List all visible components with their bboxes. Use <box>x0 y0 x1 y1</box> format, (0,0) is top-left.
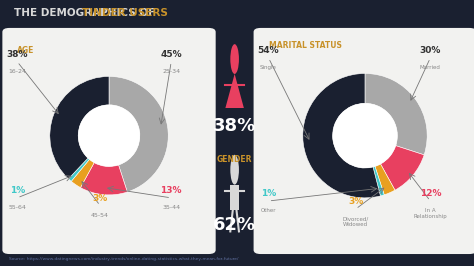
Polygon shape <box>230 185 239 210</box>
Text: 13%: 13% <box>161 186 182 195</box>
Text: Married: Married <box>420 65 441 70</box>
Text: 38%: 38% <box>213 117 256 135</box>
Text: 45%: 45% <box>160 50 182 59</box>
Text: THE DEMOGRAPHICS OF: THE DEMOGRAPHICS OF <box>14 8 159 18</box>
Text: TINDER USERS: TINDER USERS <box>82 8 168 18</box>
Wedge shape <box>381 146 424 190</box>
Text: 62%: 62% <box>213 215 256 234</box>
Wedge shape <box>68 158 90 181</box>
Text: 3%: 3% <box>348 197 363 206</box>
Text: 30%: 30% <box>419 46 441 55</box>
Text: 35-44: 35-44 <box>162 205 180 210</box>
Wedge shape <box>375 164 395 195</box>
Text: GENDER: GENDER <box>217 155 252 164</box>
Wedge shape <box>365 73 427 155</box>
Polygon shape <box>226 74 244 108</box>
Text: Single: Single <box>260 65 277 70</box>
Text: 16-24: 16-24 <box>8 69 26 74</box>
Circle shape <box>333 103 397 168</box>
Text: 38%: 38% <box>7 50 28 59</box>
Wedge shape <box>81 163 128 195</box>
Text: Divorced/
Widowed: Divorced/ Widowed <box>343 217 369 227</box>
Circle shape <box>230 44 239 74</box>
Text: 12%: 12% <box>419 189 441 198</box>
Text: 1%: 1% <box>9 186 25 195</box>
Text: 1%: 1% <box>261 189 276 198</box>
Text: 3%: 3% <box>92 194 108 203</box>
Text: Source: https://www.datingnews.com/industry-trends/online-dating-statistics-what: Source: https://www.datingnews.com/indus… <box>9 257 239 261</box>
Text: MARITAL STATUS: MARITAL STATUS <box>269 41 341 50</box>
Wedge shape <box>373 167 384 196</box>
Text: 54%: 54% <box>258 46 279 55</box>
Wedge shape <box>50 76 109 179</box>
Text: 45-54: 45-54 <box>91 213 109 218</box>
Text: 25-34: 25-34 <box>162 69 180 74</box>
Wedge shape <box>71 159 94 188</box>
Text: In A
Relationship: In A Relationship <box>413 209 447 219</box>
Wedge shape <box>303 73 381 198</box>
Text: Other: Other <box>261 209 276 213</box>
Text: AGE: AGE <box>17 45 35 55</box>
Circle shape <box>78 105 140 167</box>
Circle shape <box>230 155 239 185</box>
Text: 55-64: 55-64 <box>8 205 26 210</box>
Wedge shape <box>109 76 168 192</box>
